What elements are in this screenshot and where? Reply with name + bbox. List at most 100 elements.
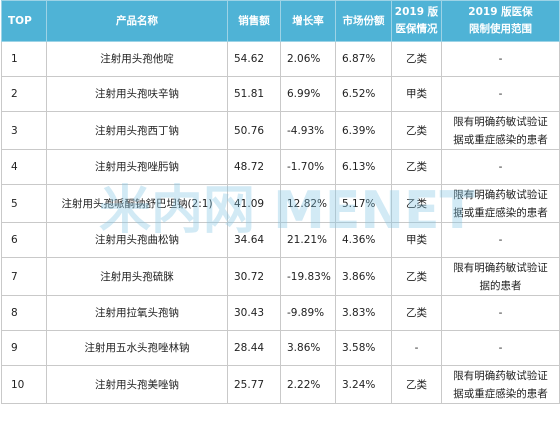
- restriction-scope-line1: -: [498, 342, 503, 354]
- header-product-name: 产品名称: [46, 0, 228, 42]
- restriction-scope-line1: -: [498, 53, 503, 65]
- rank-cell: 4: [1, 149, 47, 185]
- restriction-scope-line2: 据或重症感染的患者: [453, 133, 548, 146]
- restriction-scope-line2: 据或重症感染的患者: [453, 206, 548, 219]
- insurance-status-cell: 乙类: [391, 184, 442, 223]
- product-name-cell: 注射用头孢呋辛钠: [46, 76, 228, 112]
- product-name-cell: 注射用头孢曲松钠: [46, 222, 228, 258]
- market-share-cell: 3.83%: [335, 295, 392, 331]
- restriction-scope-cell: -: [441, 41, 560, 77]
- growth-rate-cell: 21.21%: [280, 222, 336, 258]
- sales-cell: 34.64: [227, 222, 281, 258]
- restriction-scope-cell: -: [441, 295, 560, 331]
- product-name-cell: 注射用五水头孢唑林钠: [46, 330, 228, 366]
- table-body: 1 注射用头孢他啶 54.62 2.06% 6.87% 乙类 -2 注射用头孢呋辛钠 51.81…: [1, 41, 560, 404]
- growth-rate-cell: 3.86%: [280, 330, 336, 366]
- restriction-scope-cell: 限有明确药敏试验证 据或重症感染的患者: [441, 365, 560, 404]
- market-share-cell: 4.36%: [335, 222, 392, 258]
- product-name-cell: 注射用头孢硫脒: [46, 257, 228, 296]
- market-share-cell: 3.24%: [335, 365, 392, 404]
- header-row: TOP 产品名称 销售额 增长率 市场份额 2019 版医保情况 2019 版医…: [1, 0, 560, 42]
- sales-cell: 30.72: [227, 257, 281, 296]
- restriction-scope-line1: 限有明确药敏试验证: [453, 369, 548, 382]
- growth-rate-cell: -1.70%: [280, 149, 336, 185]
- rank-cell: 6: [1, 222, 47, 258]
- rank-cell: 3: [1, 111, 47, 150]
- restriction-scope-line2: 据的患者: [479, 279, 522, 292]
- restriction-scope-line1: 限有明确药敏试验证: [453, 261, 548, 274]
- rank-cell: 7: [1, 257, 47, 296]
- rank-cell: 2: [1, 76, 47, 112]
- header-restriction-scope: 2019 版医保 限制使用范围: [441, 0, 560, 42]
- product-name-cell: 注射用拉氧头孢钠: [46, 295, 228, 331]
- drug-sales-table: TOP 产品名称 销售额 增长率 市场份额 2019 版医保情况 2019 版医…: [1, 0, 560, 404]
- header-scope-line2: 限制使用范围: [469, 23, 532, 35]
- sales-cell: 41.09: [227, 184, 281, 223]
- restriction-scope-line1: 限有明确药敏试验证: [453, 188, 548, 201]
- product-name-cell: 注射用头孢唑肟钠: [46, 149, 228, 185]
- restriction-scope-cell: 限有明确药敏试验证 据的患者: [441, 257, 560, 296]
- rank-cell: 1: [1, 41, 47, 77]
- table-row: 7 注射用头孢硫脒 30.72 -19.83% 3.86% 乙类 限有明确药敏试验证 据的患者: [1, 257, 560, 296]
- table-row: 4 注射用头孢唑肟钠 48.72 -1.70% 6.13% 乙类 -: [1, 149, 560, 185]
- insurance-status-cell: 乙类: [391, 41, 442, 77]
- header-sales: 销售额: [227, 0, 281, 42]
- insurance-status-cell: 乙类: [391, 295, 442, 331]
- sales-cell: 50.76: [227, 111, 281, 150]
- restriction-scope-line1: -: [498, 161, 503, 173]
- sales-cell: 30.43: [227, 295, 281, 331]
- restriction-scope-line2: 据或重症感染的患者: [453, 387, 548, 400]
- insurance-status-cell: 甲类: [391, 222, 442, 258]
- sales-cell: 48.72: [227, 149, 281, 185]
- header-insurance-line1: 2019 版: [394, 6, 439, 18]
- market-share-cell: 3.58%: [335, 330, 392, 366]
- header-growth-rate: 增长率: [280, 0, 336, 42]
- restriction-scope-line1: 限有明确药敏试验证: [453, 115, 548, 128]
- insurance-status-cell: 甲类: [391, 76, 442, 112]
- restriction-scope-cell: -: [441, 222, 560, 258]
- market-share-cell: 6.13%: [335, 149, 392, 185]
- market-share-cell: 3.86%: [335, 257, 392, 296]
- sales-cell: 54.62: [227, 41, 281, 77]
- table-row: 6 注射用头孢曲松钠 34.64 21.21% 4.36% 甲类 -: [1, 222, 560, 258]
- rank-cell: 10: [1, 365, 47, 404]
- product-name-cell: 注射用头孢美唑钠: [46, 365, 228, 404]
- table-row: 3 注射用头孢西丁钠 50.76 -4.93% 6.39% 乙类 限有明确药敏试验证 据或重症…: [1, 111, 560, 150]
- insurance-status-cell: 乙类: [391, 111, 442, 150]
- sales-cell: 25.77: [227, 365, 281, 404]
- growth-rate-cell: 2.22%: [280, 365, 336, 404]
- restriction-scope-cell: 限有明确药敏试验证 据或重症感染的患者: [441, 111, 560, 150]
- growth-rate-cell: -9.89%: [280, 295, 336, 331]
- header-insurance-line2: 医保情况: [395, 23, 438, 35]
- restriction-scope-line1: -: [498, 88, 503, 100]
- growth-rate-cell: 12.82%: [280, 184, 336, 223]
- table-row: 9 注射用五水头孢唑林钠 28.44 3.86% 3.58% - -: [1, 330, 560, 366]
- table-row: 8 注射用拉氧头孢钠 30.43 -9.89% 3.83% 乙类 -: [1, 295, 560, 331]
- header-insurance-status: 2019 版医保情况: [391, 0, 442, 42]
- header-market-share: 市场份额: [335, 0, 392, 42]
- restriction-scope-cell: -: [441, 330, 560, 366]
- table-row: 5 注射用头孢哌酮钠舒巴坦钠(2:1) 41.09 12.82% 5.17% 乙类 限有明确…: [1, 184, 560, 223]
- insurance-status-cell: 乙类: [391, 257, 442, 296]
- rank-cell: 8: [1, 295, 47, 331]
- restriction-scope-cell: -: [441, 76, 560, 112]
- table-row: 10 注射用头孢美唑钠 25.77 2.22% 3.24% 乙类 限有明确药敏试验证 据或重症…: [1, 365, 560, 404]
- market-share-cell: 6.39%: [335, 111, 392, 150]
- product-name-cell: 注射用头孢西丁钠: [46, 111, 228, 150]
- market-share-cell: 5.17%: [335, 184, 392, 223]
- market-share-cell: 6.52%: [335, 76, 392, 112]
- growth-rate-cell: 6.99%: [280, 76, 336, 112]
- restriction-scope-line1: -: [498, 234, 503, 246]
- restriction-scope-line1: -: [498, 307, 503, 319]
- market-share-cell: 6.87%: [335, 41, 392, 77]
- insurance-status-cell: 乙类: [391, 365, 442, 404]
- sales-cell: 51.81: [227, 76, 281, 112]
- table-row: 1 注射用头孢他啶 54.62 2.06% 6.87% 乙类 -: [1, 41, 560, 77]
- sales-cell: 28.44: [227, 330, 281, 366]
- rank-cell: 5: [1, 184, 47, 223]
- table-row: 2 注射用头孢呋辛钠 51.81 6.99% 6.52% 甲类 -: [1, 76, 560, 112]
- growth-rate-cell: 2.06%: [280, 41, 336, 77]
- header-scope-line1: 2019 版医保: [468, 6, 533, 18]
- growth-rate-cell: -4.93%: [280, 111, 336, 150]
